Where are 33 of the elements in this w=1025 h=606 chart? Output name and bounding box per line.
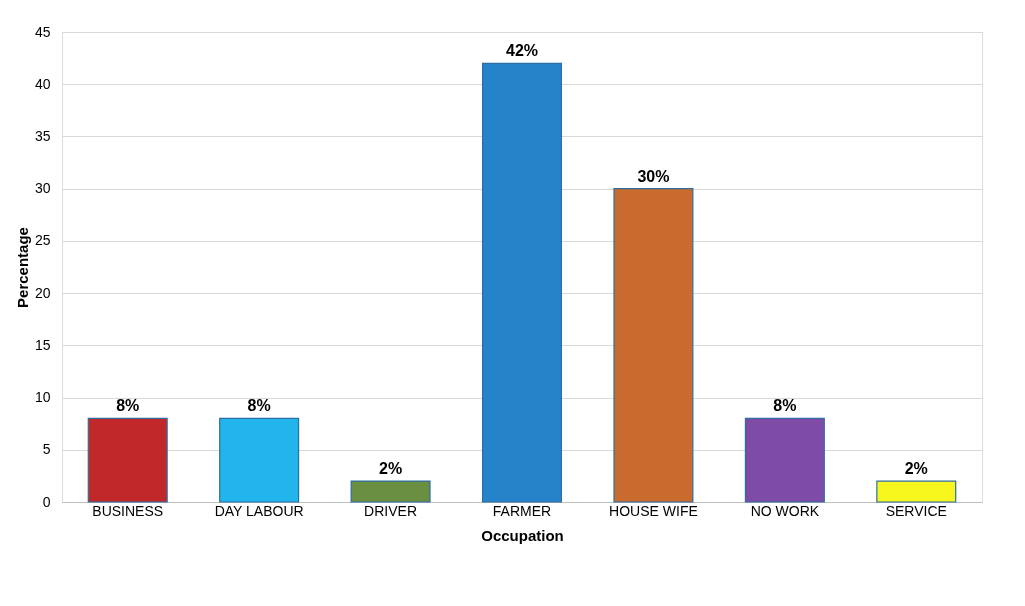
bar [876, 480, 957, 503]
y-tick-label: 30 [34, 180, 51, 197]
data-label: 2% [379, 460, 403, 478]
x-tick-label: NO WORK [750, 502, 820, 519]
y-tick-label: 20 [34, 284, 51, 301]
x-tick-label: HOUSE WIFE [609, 502, 698, 519]
y-tick-label: 25 [34, 232, 51, 249]
bar [219, 417, 300, 503]
x-tick-label: DRIVER [364, 502, 418, 519]
x-tick-label: FARMER [492, 502, 552, 519]
bar [481, 62, 563, 503]
bar [87, 417, 168, 503]
data-label: 30% [637, 167, 670, 185]
y-tick-label: 15 [34, 336, 51, 353]
bar [350, 480, 431, 503]
bar [744, 417, 825, 503]
y-tick-label: 35 [34, 127, 51, 144]
x-tick-label: DAY LABOUR [214, 502, 304, 519]
data-label: 8% [773, 397, 797, 415]
y-tick-label: 45 [34, 23, 51, 40]
data-label: 2% [904, 460, 928, 478]
x-tick-label: SERVICE [885, 502, 947, 519]
bar [613, 188, 694, 503]
x-tick-label: BUSINESS [92, 502, 164, 519]
x-axis-title: Occupation [481, 526, 564, 544]
y-tick-label: 10 [34, 389, 51, 406]
y-tick-label: 0 [42, 493, 51, 510]
data-label: 8% [247, 397, 271, 415]
y-tick-label: 40 [34, 75, 51, 92]
data-label: 8% [116, 397, 140, 415]
y-axis-title: Percentage [13, 227, 31, 308]
y-tick-label: 5 [42, 441, 51, 458]
data-label: 42% [505, 42, 539, 60]
